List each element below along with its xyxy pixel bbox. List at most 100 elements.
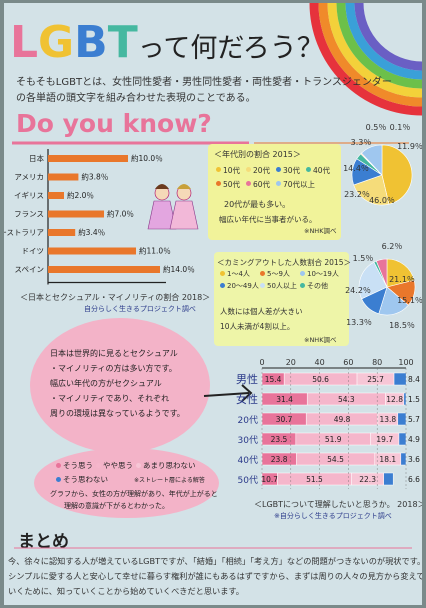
age-pie-legend-box — [208, 144, 341, 240]
age-pie-slice-label: 14.4％ — [343, 164, 369, 173]
bubble-text-line: ・マイノリティの方は多い方です。 — [50, 364, 177, 373]
age-pie-source: ※NHK調べ — [304, 227, 337, 235]
legend-swatch — [136, 463, 141, 468]
bar-chart-source: 自分らしく生きるプロジェクト調べ — [84, 305, 196, 313]
title-letter-g: G — [38, 17, 75, 68]
comingout-pie-slice — [361, 286, 388, 315]
stacked-bar-segment — [261, 372, 285, 386]
legend-item: そう思わない — [63, 475, 108, 484]
comingout-pie-slice-label: 6.2％ — [382, 242, 403, 251]
legend-swatch — [220, 283, 225, 288]
do-you-know-heading: Do you know? — [16, 109, 212, 138]
legend-swatch — [96, 463, 101, 468]
comingout-pie-slice-label: 13.3％ — [346, 318, 372, 327]
legend-label: 50人以上 — [267, 282, 297, 290]
legend-swatch — [300, 271, 305, 276]
info-bubble — [30, 318, 210, 453]
bar-value-label: 約2.0％ — [67, 190, 94, 200]
stacked-bar-label: 31.4 — [276, 395, 293, 404]
comingout-source: ※NHK調べ — [304, 336, 337, 344]
stacked-bar-label: 23.5 — [271, 435, 288, 444]
stacked-bar-segment — [374, 452, 402, 466]
bar-value-label: 約14.0％ — [163, 264, 195, 274]
stacked-bar-label: 50.6 — [312, 375, 329, 384]
stacked-bar-label: 19.7 — [376, 435, 393, 444]
legend-label: 40代 — [313, 166, 331, 175]
bar-category-label: アメリカ — [14, 173, 44, 182]
stacked-bar-label: 49.8 — [334, 415, 351, 424]
comingout-pie-slice-label: 15.1％ — [397, 296, 422, 305]
legend-swatch — [216, 181, 221, 186]
stacked-bar-segment — [383, 472, 394, 486]
stacked-bar-label: 54.3 — [338, 395, 355, 404]
understanding-category-label: 50代 — [238, 475, 258, 486]
bar — [48, 155, 128, 162]
stacked-bar-label: 22.3 — [359, 475, 376, 484]
stacked-bar-label: 5.7 — [408, 415, 420, 424]
legend-swatch — [276, 167, 281, 172]
bar — [48, 210, 104, 218]
legend-swatch — [276, 181, 281, 186]
stacked-bar-label: 51.9 — [325, 435, 342, 444]
stacked-bar-label: 15.4 — [265, 375, 282, 384]
age-pie-slice-label: 0.5％ — [366, 123, 387, 132]
comingout-pie-slice — [375, 258, 388, 288]
stacked-bar-segment — [261, 472, 278, 486]
legend-label: 1〜4人 — [227, 270, 250, 278]
age-pie-slice — [360, 152, 383, 176]
legend-text-2: 理解の意識が下がるとわかった。 — [64, 502, 169, 510]
comingout-note-1: 人数には個人差が大きい — [220, 307, 303, 316]
bar-value-label: 約3.8％ — [81, 172, 108, 182]
bubble-text-line: 日本は世界的に見るとセクシュアル — [50, 349, 178, 358]
intro-line-1: そもそもLGBTとは、女性同性愛者・男性同性愛者・両性愛者・トランスジェンダー — [16, 77, 392, 88]
comingout-pie-slice — [373, 260, 388, 288]
comingout-pie-slice-label: 1.5％ — [353, 254, 374, 263]
bar-value-label: 約7.0％ — [107, 209, 134, 219]
title-letter-t: T — [107, 17, 138, 68]
age-pie-note-1: 20代が最も多い。 — [224, 200, 291, 209]
stacked-bar-segment — [261, 432, 297, 446]
stacked-bar-label: 51.5 — [306, 475, 323, 484]
stacked-bar-segment — [400, 452, 407, 466]
stacked-bar-segment — [397, 412, 407, 426]
stacked-bar-label: 18.1 — [379, 455, 396, 464]
age-pie-note-2: 幅広い年代に当事者がいる。 — [219, 215, 317, 224]
age-pie-slice-label: 0.1％ — [390, 123, 411, 132]
legend-label: 10〜19人 — [307, 270, 339, 278]
legend-label: その他 — [307, 282, 328, 290]
stacked-bar-label: 1.5 — [408, 395, 420, 404]
bar-category-label: フランス — [14, 210, 44, 219]
bar — [48, 247, 136, 255]
age-pie-slice — [360, 152, 383, 176]
comingout-note-2: 10人未満が4割以上。 — [220, 322, 295, 331]
stacked-bar-label: 6.6 — [408, 475, 420, 484]
bar-value-label: 約3.4％ — [78, 227, 105, 237]
legend-label: 30代 — [283, 166, 301, 175]
bar — [48, 192, 64, 199]
legend-label: 50代 — [223, 180, 241, 189]
bar-category-label: オーストラリア — [4, 228, 44, 237]
title-rest: って何だろう？ — [137, 33, 324, 64]
understanding-caption: ＜LGBTについて理解したいと思うか。 2018＞ — [254, 500, 422, 509]
understanding-category-label: 女性 — [236, 392, 258, 406]
legend-item: あまり思わない — [143, 461, 196, 470]
summary-line-2: シンプルに愛する人と安心して幸せに暮らす権利が誰にもあるはずですから、まずは周り… — [8, 571, 422, 581]
bar — [48, 229, 76, 236]
age-pie-slice — [381, 144, 413, 205]
stacked-bar-label: 30.7 — [276, 415, 293, 424]
stacked-bar-segment — [403, 392, 407, 406]
comingout-pie-slice — [378, 286, 409, 316]
comingout-pie-title: ＜カミングアウトした人数割合 2015＞ — [217, 258, 351, 267]
legend-label: 5〜9人 — [267, 270, 290, 278]
legend-item: そう思う — [63, 461, 93, 470]
intro-line-2: の各単語の頭文字を組み合わせた表現のことである。 — [16, 93, 256, 104]
comingout-pie-slice — [386, 279, 416, 306]
stacked-bar-label: 8.4 — [408, 375, 420, 384]
bubble-text-line: ・マイノリティであり、それぞれ — [50, 394, 170, 403]
age-pie-slice-label: 11.9％ — [397, 142, 422, 151]
age-pie-title: ＜年代別の割合 2015＞ — [214, 150, 301, 159]
stacked-bar-segment — [261, 452, 297, 466]
stacked-bar-segment — [385, 392, 405, 406]
bar-category-label: スペイン — [15, 265, 44, 274]
legend-label: 60代 — [253, 180, 271, 189]
